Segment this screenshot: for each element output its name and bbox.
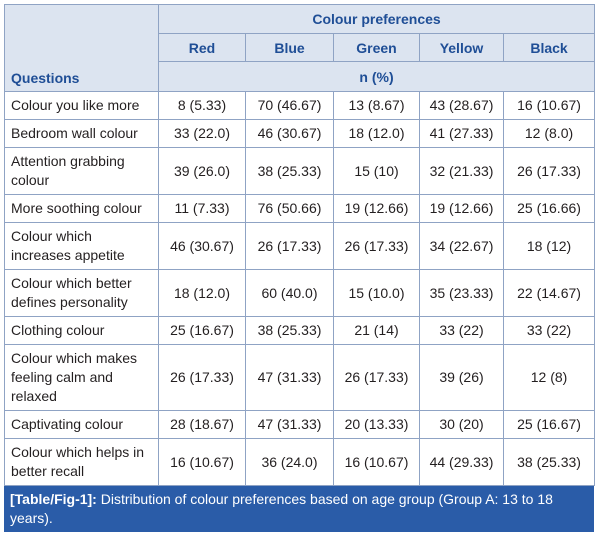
table-row: Attention grabbing colour 39 (26.0) 38 (25… [4, 147, 596, 195]
value-cell: 19 (12.66) [333, 194, 420, 223]
group-header: Colour preferences [157, 4, 596, 34]
value-cell: 18 (12.0) [333, 119, 420, 148]
value-cell: 26 (17.33) [502, 147, 596, 195]
question-cell: Colour you like more [4, 91, 159, 120]
value-cell: 19 (12.66) [419, 194, 504, 223]
figure: Questions Colour preferences Red Blue Gree… [4, 4, 596, 532]
table-row: Colour which makes feeling calm and rela… [4, 344, 596, 411]
question-cell: Attention grabbing colour [4, 147, 159, 195]
value-cell: 60 (40.0) [245, 269, 334, 317]
data-table: Questions Colour preferences Red Blue Gree… [4, 4, 596, 486]
value-cell: 46 (30.67) [245, 119, 334, 148]
table-row: Bedroom wall colour 33 (22.0) 46 (30.67) 18… [4, 119, 596, 148]
value-cell: 34 (22.67) [419, 222, 504, 270]
value-cell: 35 (23.33) [419, 269, 504, 317]
column-header: Blue [245, 33, 334, 62]
question-cell: Captivating colour [4, 410, 159, 439]
value-cell: 46 (30.67) [158, 222, 246, 270]
value-cell: 39 (26.0) [158, 147, 246, 195]
value-cell: 18 (12.0) [158, 269, 246, 317]
value-cell: 12 (8) [502, 344, 596, 411]
value-cell: 38 (25.33) [502, 438, 596, 486]
unit-header: n (%) [157, 61, 596, 92]
question-cell: Colour which makes feeling calm and rela… [4, 344, 159, 411]
value-cell: 39 (26) [419, 344, 504, 411]
value-cell: 26 (17.33) [333, 344, 420, 411]
value-cell: 18 (12) [502, 222, 596, 270]
value-cell: 28 (18.67) [158, 410, 246, 439]
questions-label: Questions [4, 4, 159, 92]
caption-text: Distribution of colour preferences based… [10, 491, 553, 526]
value-cell: 16 (10.67) [158, 438, 246, 486]
question-cell: Colour which better defines personality [4, 269, 159, 317]
value-cell: 43 (28.67) [419, 91, 504, 120]
question-cell: More soothing colour [4, 194, 159, 223]
column-header: Red [158, 33, 246, 62]
value-cell: 36 (24.0) [245, 438, 334, 486]
caption: [Table/Fig-1]: Distribution of colour pr… [4, 486, 594, 532]
table-row: More soothing colour 11 (7.33) 76 (50.66) 1… [4, 194, 596, 223]
value-cell: 25 (16.66) [502, 194, 596, 223]
value-cell: 15 (10.0) [333, 269, 420, 317]
column-header: Black [502, 33, 596, 62]
value-cell: 20 (13.33) [333, 410, 420, 439]
table-row: Colour which better defines personality 1… [4, 269, 596, 317]
value-cell: 8 (5.33) [158, 91, 246, 120]
value-cell: 76 (50.66) [245, 194, 334, 223]
value-cell: 25 (16.67) [502, 410, 596, 439]
value-cell: 13 (8.67) [333, 91, 420, 120]
table-row: Colour which increases appetite 46 (30.67… [4, 222, 596, 270]
question-cell: Bedroom wall colour [4, 119, 159, 148]
value-cell: 47 (31.33) [245, 410, 334, 439]
value-cell: 47 (31.33) [245, 344, 334, 411]
value-cell: 41 (27.33) [419, 119, 504, 148]
table-header: Questions Colour preferences Red Blue Gree… [4, 4, 596, 92]
caption-label: [Table/Fig-1]: [10, 491, 97, 507]
column-header: Yellow [419, 33, 504, 62]
table-row: Captivating colour 28 (18.67) 47 (31.33) 20… [4, 410, 596, 439]
value-cell: 26 (17.33) [333, 222, 420, 270]
table-row: Colour you like more 8 (5.33) 70 (46.67) 13… [4, 91, 596, 120]
value-cell: 38 (25.33) [245, 316, 334, 345]
table-row: Clothing colour 25 (16.67) 38 (25.33) 21 (1… [4, 316, 596, 345]
value-cell: 12 (8.0) [502, 119, 596, 148]
column-header: Green [333, 33, 420, 62]
value-cell: 22 (14.67) [502, 269, 596, 317]
value-cell: 70 (46.67) [245, 91, 334, 120]
value-cell: 33 (22.0) [158, 119, 246, 148]
value-cell: 21 (14) [333, 316, 420, 345]
value-cell: 25 (16.67) [158, 316, 246, 345]
value-cell: 11 (7.33) [158, 194, 246, 223]
value-cell: 26 (17.33) [158, 344, 246, 411]
value-cell: 44 (29.33) [419, 438, 504, 486]
value-cell: 33 (22) [419, 316, 504, 345]
value-cell: 16 (10.67) [333, 438, 420, 486]
value-cell: 26 (17.33) [245, 222, 334, 270]
value-cell: 16 (10.67) [502, 91, 596, 120]
value-cell: 32 (21.33) [419, 147, 504, 195]
table-body: Colour you like more 8 (5.33) 70 (46.67) 13… [4, 91, 596, 486]
column-header-row: Red Blue Green Yellow Black [5, 33, 596, 62]
question-cell: Colour which increases appetite [4, 222, 159, 270]
value-cell: 30 (20) [419, 410, 504, 439]
value-cell: 15 (10) [333, 147, 420, 195]
question-cell: Colour which helps in better recall [4, 438, 159, 486]
table-row: Colour which helps in better recall 16 (1… [4, 438, 596, 486]
question-cell: Clothing colour [4, 316, 159, 345]
value-cell: 33 (22) [502, 316, 596, 345]
value-cell: 38 (25.33) [245, 147, 334, 195]
